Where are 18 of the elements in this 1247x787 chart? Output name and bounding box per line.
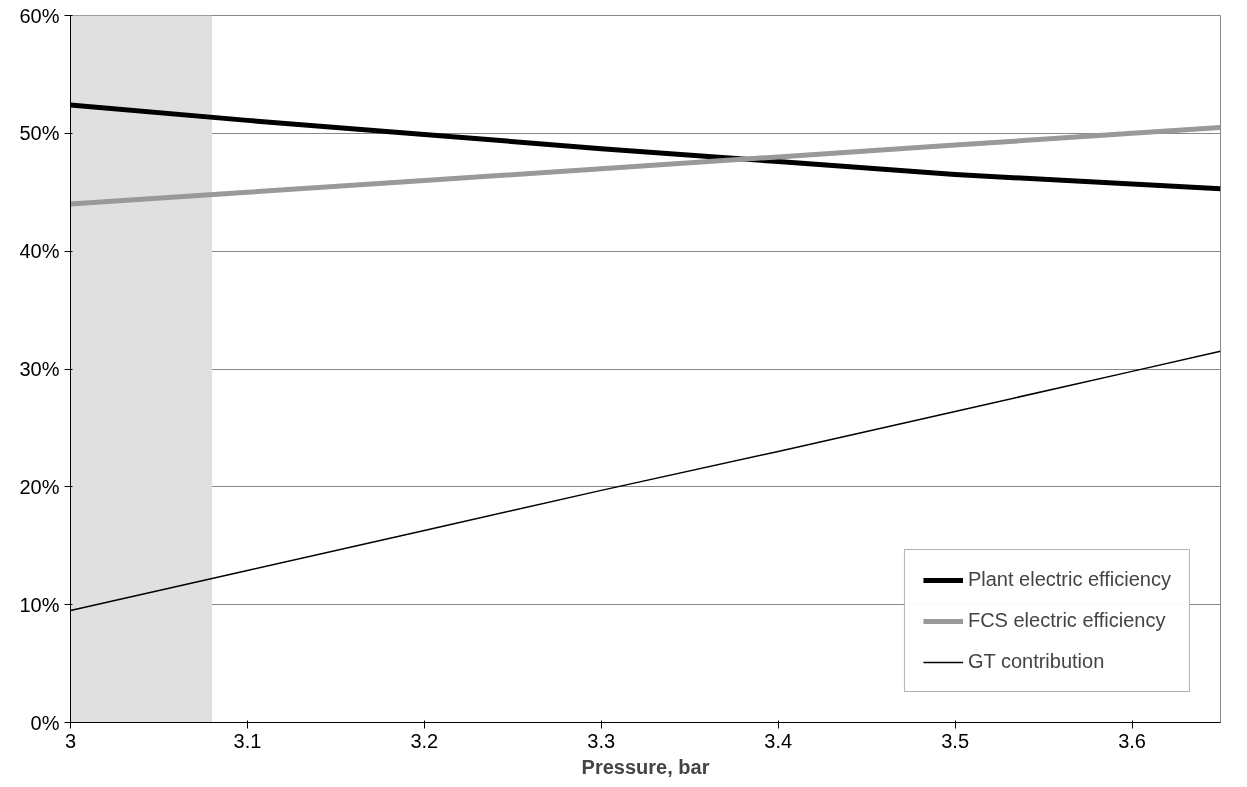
y-tick-label: 0%: [30, 711, 60, 734]
x-tick-label: 3.3: [587, 729, 616, 752]
y-tick-label: 50%: [19, 122, 60, 145]
x-axis-title: Pressure, bar: [581, 755, 710, 778]
legend-label: GT contribution: [967, 650, 1105, 673]
x-tick-label: 3.4: [764, 729, 793, 752]
legend-label: FCS electric efficiency: [967, 609, 1166, 632]
y-tick-label: 60%: [19, 4, 60, 27]
legend-label: Plant electric efficiency: [967, 568, 1171, 591]
y-tick-label: 10%: [19, 593, 60, 616]
y-tick-label: 20%: [19, 475, 60, 498]
x-tick-label: 3.6: [1118, 729, 1146, 752]
y-tick-label: 30%: [19, 358, 60, 380]
x-tick-label: 3: [64, 729, 77, 752]
x-tick-label: 3.5: [941, 729, 970, 752]
x-tick-label: 3.2: [410, 729, 439, 752]
x-tick-label: 3.1: [233, 729, 262, 752]
y-tick-label: 40%: [19, 240, 60, 263]
